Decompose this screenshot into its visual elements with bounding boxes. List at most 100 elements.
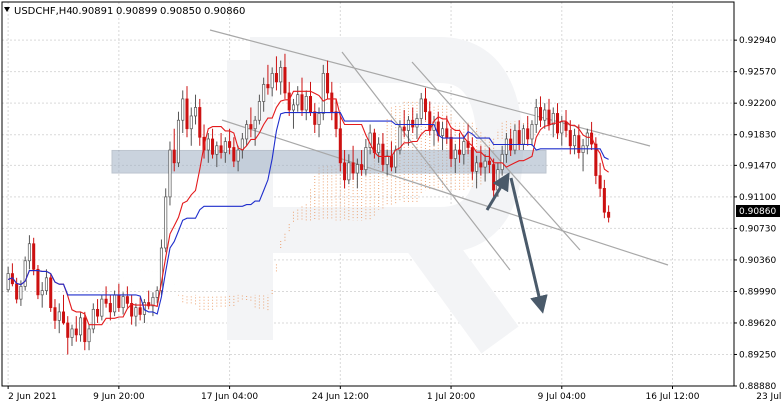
candle-body <box>573 135 577 147</box>
candle-body <box>155 290 159 298</box>
x-tick-label: 9 Jul 04:00 <box>538 392 587 402</box>
candle-body <box>334 111 338 130</box>
candle-body <box>406 119 410 131</box>
candle-body <box>568 130 572 147</box>
candle-body <box>564 121 568 131</box>
candle-body <box>547 109 551 125</box>
candle-body <box>291 104 295 111</box>
candle-body <box>321 73 325 114</box>
candle-body <box>211 138 215 155</box>
candle-body <box>262 84 266 102</box>
candle-body <box>232 147 236 162</box>
candle-body <box>607 211 611 218</box>
x-tick-label: 2 Jun 2021 <box>8 392 56 402</box>
candle-body <box>496 169 500 191</box>
candle-body <box>415 118 419 128</box>
candle-body <box>138 307 142 315</box>
candle-body <box>449 136 453 159</box>
candle-body <box>441 128 445 136</box>
candle-body <box>61 311 66 324</box>
candle-body <box>419 98 423 119</box>
candle-body <box>176 119 181 164</box>
x-tick-label: 16 Jul 12:00 <box>646 392 700 402</box>
forecast-arrows <box>485 172 548 314</box>
resistance-zone <box>111 149 547 174</box>
price-tag-label: 0.90860 <box>739 207 776 217</box>
candle-body <box>108 303 112 313</box>
candle-body <box>351 162 355 174</box>
candle-body <box>274 73 278 83</box>
candle-body <box>458 149 462 155</box>
candle-body <box>364 147 368 170</box>
candle-body <box>466 141 470 148</box>
candle-body <box>411 119 415 128</box>
candle-body <box>168 149 172 198</box>
candle-body <box>100 298 104 317</box>
candle-body <box>360 164 364 170</box>
header-close: 0.90860 <box>204 6 245 17</box>
candle-body <box>377 143 381 153</box>
header-low: 0.90850 <box>160 6 201 17</box>
header-symbol: USDCHF,H4 <box>14 6 73 17</box>
candle-body <box>526 128 530 140</box>
candle-body <box>74 328 78 336</box>
candle-body <box>32 243 36 270</box>
candle-body <box>44 277 48 291</box>
candle-body <box>483 160 487 168</box>
candle-body <box>521 128 525 145</box>
candle-body <box>240 138 244 151</box>
y-tick-label: 0.91830 <box>739 131 776 141</box>
candle-body <box>577 135 581 153</box>
candle-body <box>236 149 240 162</box>
current-price-tag: 0.90860 <box>736 205 780 217</box>
candle-body <box>389 155 393 168</box>
candle-body <box>245 124 249 140</box>
channel-line <box>221 119 669 266</box>
candle-body <box>543 109 547 121</box>
forecast-arrow-up <box>485 172 510 211</box>
candle-body <box>594 143 598 176</box>
candle-body <box>487 160 491 165</box>
candle-body <box>159 247 163 291</box>
candle-body <box>19 285 23 300</box>
candle-body <box>338 128 342 164</box>
candle-body <box>602 188 606 213</box>
header-open: 0.90891 <box>72 6 113 17</box>
candle-body <box>257 101 261 121</box>
candle-body <box>300 94 304 111</box>
candle-body <box>40 290 44 296</box>
candle-body <box>355 164 359 174</box>
y-tick-label: 0.89250 <box>739 350 776 360</box>
candle-body <box>266 84 270 89</box>
x-tick-label: 17 Jun 04:00 <box>201 392 258 402</box>
candle-body <box>193 107 198 117</box>
candle-body <box>326 73 330 94</box>
channel-line <box>411 61 581 251</box>
candle-body <box>130 303 134 317</box>
candle-body <box>151 297 155 307</box>
candle-body <box>57 311 61 321</box>
candle-body <box>6 273 10 291</box>
candle-body <box>330 92 334 113</box>
collapse-triangle-icon[interactable] <box>4 7 10 12</box>
candle-body <box>198 107 202 138</box>
channel-line <box>341 51 511 271</box>
candle-body <box>560 121 564 134</box>
candle-body <box>462 141 466 155</box>
x-tick-label: 23 Jul 20:00 <box>756 392 782 402</box>
candle-body <box>402 126 406 131</box>
candle-body <box>104 298 108 304</box>
candle-body <box>551 113 555 125</box>
candle-body <box>15 283 19 300</box>
candle-body <box>513 130 517 151</box>
x-tick-label: 1 Jul 20:00 <box>427 392 476 402</box>
candle-body <box>249 124 253 130</box>
y-tick-label: 0.91470 <box>739 161 776 171</box>
candle-body <box>219 145 223 153</box>
candle-body <box>283 67 287 94</box>
candle-body <box>475 162 479 172</box>
tenkan-line <box>7 90 609 326</box>
candle-body <box>394 149 398 168</box>
